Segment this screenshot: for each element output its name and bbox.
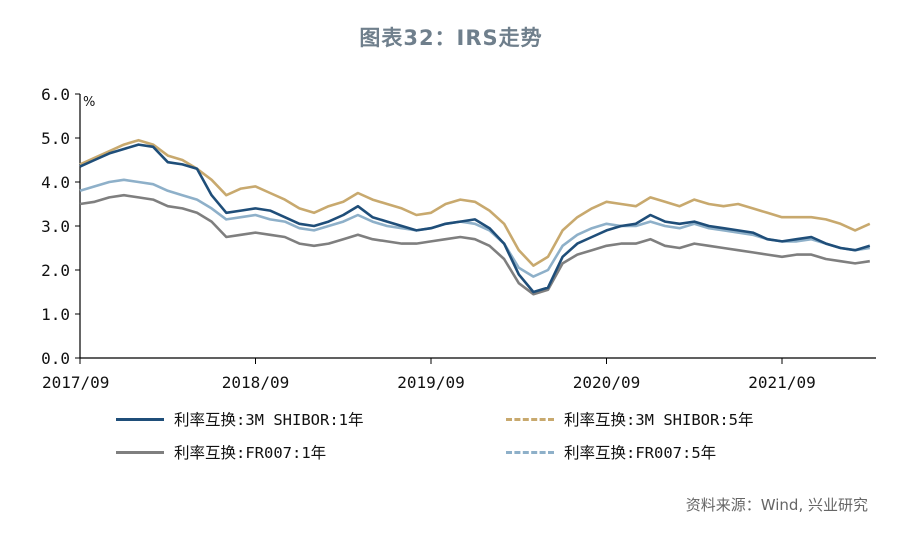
y-tick-label: 4.0 [41,173,70,192]
legend-item: 利率互换:3M SHIBOR:1年 [116,408,363,430]
y-axis-unit-label: % [83,95,95,110]
legend-label: 利率互换:FR007:5年 [564,444,717,462]
legend-swatch [116,450,164,454]
y-tick-label: 2.0 [41,261,70,280]
series-line-3 [79,193,870,296]
legend-label: 利率互换:3M SHIBOR:1年 [174,411,364,429]
y-tick-label: 6.0 [41,85,70,104]
series-line-2 [79,138,871,267]
chart-area: 0.0 1.0 2.0 3.0 4.0 5.0 6.0 2017/09 2018/09 2019/… [41,85,876,392]
y-tick-label: 3.0 [41,217,70,236]
chart-title: 图表32：IRS走势 [359,26,543,50]
legend-swatch [116,417,164,421]
axes: 0.0 1.0 2.0 3.0 4.0 5.0 6.0 2017/09 2018/09 2019/… [41,85,876,392]
y-tick-label: 5.0 [41,129,70,148]
y-tick-label: 0.0 [41,349,70,368]
legend-label: 利率互换:3M SHIBOR:5年 [564,411,754,429]
legend-label: 利率互换:FR007:1年 [174,444,327,462]
legend-item: 利率互换:FR007:1年 [116,441,326,463]
legend-item: 利率互换:3M SHIBOR:5年 [506,408,753,430]
legend-item: 利率互换:FR007:5年 [506,441,716,463]
y-tick-label: 1.0 [41,305,70,324]
x-tick-label: 2020/09 [573,373,640,392]
x-tick-label: 2018/09 [222,373,289,392]
x-tick-label: 2019/09 [397,373,464,392]
source-note: 资料来源：Wind, 兴业研究 [685,496,868,514]
series-line-1 [79,143,871,294]
legend-swatch [506,417,554,421]
series-line-4 [79,178,870,278]
x-tick-label: 2017/09 [42,373,109,392]
legend-swatch [506,450,554,454]
x-tick-label: 2021/09 [748,373,815,392]
series-layer [79,138,871,296]
